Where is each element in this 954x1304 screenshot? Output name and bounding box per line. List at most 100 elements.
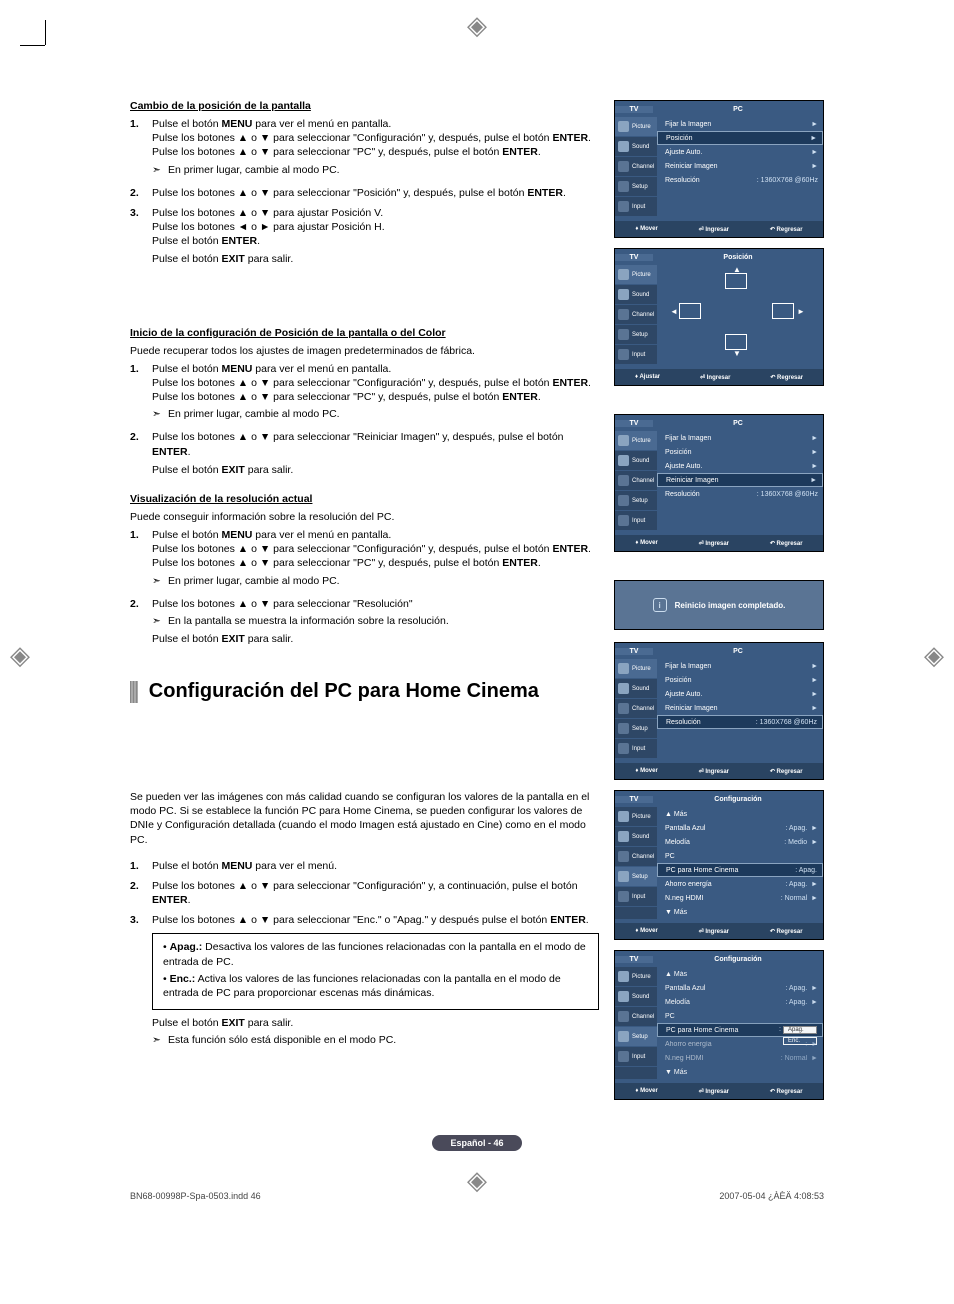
- osd-val: : Apag. ►: [785, 825, 818, 832]
- ordered-list: 1. Pulse el botón MENU para ver el menú …: [130, 117, 599, 271]
- registration-mark: ◈: [467, 10, 487, 41]
- ordered-list: 1. Pulse el botón MENU para ver el menú …: [130, 528, 599, 650]
- tab-icon: [618, 289, 629, 300]
- tab-icon: [618, 851, 629, 862]
- arrow-up-icon: ▲: [733, 265, 741, 274]
- section-title: Visualización de la resolución actual: [130, 493, 599, 505]
- osd-tab-input: Input: [615, 345, 657, 365]
- osd-row: N.neg HDMI: Normal ►: [657, 1051, 823, 1065]
- osd-tab-picture: Picture: [615, 807, 657, 827]
- osd-title: Configuración: [653, 796, 823, 803]
- osd-screenshot: TVPosición PictureSoundChannelSetupInput…: [614, 248, 824, 386]
- tab-label: Sound: [632, 686, 649, 692]
- osd-key: Fijar la Imagen: [665, 663, 811, 670]
- tab-label: Sound: [632, 292, 649, 298]
- osd-key: Resolución: [665, 177, 757, 184]
- osd-key: Fijar la Imagen: [665, 435, 811, 442]
- tab-icon: [618, 309, 629, 320]
- osd-val: : Normal ►: [781, 1055, 818, 1062]
- footer-hint: ↶ Regresar: [770, 768, 803, 775]
- osd-title: Configuración: [653, 956, 823, 963]
- step-number: 2.: [130, 430, 152, 481]
- tab-label: Setup: [632, 184, 648, 190]
- bullet-box: • Apag.: Desactiva los valores de las fu…: [152, 933, 599, 1010]
- osd-title: PC: [653, 420, 823, 427]
- osd-val: : Apag. ►: [785, 985, 818, 992]
- osd-tab-sound: Sound: [615, 137, 657, 157]
- osd-key: Ajuste Auto.: [665, 691, 811, 698]
- osd-title: Posición: [653, 254, 823, 261]
- note-icon: ➣: [152, 163, 168, 177]
- step-number: 3.: [130, 913, 152, 927]
- osd-val: ►: [811, 121, 818, 128]
- tab-icon: [618, 329, 629, 340]
- osd-tab-picture: Picture: [615, 659, 657, 679]
- tab-label: Setup: [632, 1034, 648, 1040]
- footer-hint: ♦ Mover: [635, 768, 657, 774]
- footer-hint: ⏎ Ingresar: [699, 226, 729, 233]
- osd-tab-sound: Sound: [615, 451, 657, 471]
- osd-val: : Apag. ►: [785, 999, 818, 1006]
- osd-row: N.neg HDMI: Normal ►: [657, 891, 823, 905]
- step-body: Pulse los botones ▲ o ▼ para ajustar Pos…: [152, 206, 599, 271]
- osd-main: Fijar la Imagen►Posición►Ajuste Auto.►Re…: [657, 117, 823, 217]
- tab-icon: [618, 435, 629, 446]
- osd-row: ▲ Más: [657, 967, 823, 981]
- osd-tab-sound: Sound: [615, 285, 657, 305]
- osd-tab-channel: Channel: [615, 699, 657, 719]
- osd-tab-setup: Setup: [615, 177, 657, 197]
- position-diagram: ▲ ◄ ► ▼: [657, 265, 823, 357]
- registration-mark: ◈: [10, 640, 30, 671]
- footer-hint: ⏎ Ingresar: [699, 768, 729, 775]
- osd-val: ►: [811, 705, 818, 712]
- osd-tab-input: Input: [615, 739, 657, 759]
- tab-icon: [618, 831, 629, 842]
- note-text: En primer lugar, cambie al modo PC.: [168, 407, 340, 421]
- osd-title: PC: [653, 106, 823, 113]
- osd-row: Ajuste Auto.►: [657, 459, 823, 473]
- osd-val: ►: [811, 449, 818, 456]
- osd-main: ▲ MásPantalla Azul: Apag. ►Melodía: Apag…: [657, 967, 823, 1079]
- step-body: Pulse los botones ▲ o ▼ para seleccionar…: [152, 597, 599, 651]
- osd-key: Melodía: [665, 839, 784, 846]
- osd-key: ▼ Más: [665, 1069, 818, 1076]
- note-icon: ➣: [152, 574, 168, 588]
- step-body: Pulse el botón MENU para ver el menú en …: [152, 117, 599, 180]
- osd-tab-channel: Channel: [615, 847, 657, 867]
- tab-icon: [618, 1011, 629, 1022]
- footer-hint: ⏎ Ingresar: [699, 928, 729, 935]
- tab-label: Sound: [632, 994, 649, 1000]
- osd-tab-channel: Channel: [615, 471, 657, 491]
- osd-val: : Apag. ►: [785, 881, 818, 888]
- tab-label: Channel: [632, 1014, 654, 1020]
- footer-hint: ♦ Mover: [635, 226, 657, 232]
- osd-tv-label: TV: [615, 106, 653, 113]
- tab-label: Setup: [632, 498, 648, 504]
- tab-icon: [618, 349, 629, 360]
- osd-key: Pantalla Azul: [665, 985, 785, 992]
- osd-row: Ahorro energía: Apag. ►: [657, 877, 823, 891]
- osd-key: PC para Home Cinema: [666, 867, 795, 874]
- tab-label: Input: [632, 894, 645, 900]
- osd-screenshot: TVConfiguración PictureSoundChannelSetup…: [614, 950, 824, 1100]
- tab-label: Input: [632, 352, 645, 358]
- ordered-list: 1. Pulse el botón MENU para ver el menú …: [130, 362, 599, 481]
- tab-icon: [618, 663, 629, 674]
- tab-icon: [618, 991, 629, 1002]
- osd-screenshot: TVConfiguración PictureSoundChannelSetup…: [614, 790, 824, 940]
- osd-tv-label: TV: [615, 648, 653, 655]
- step-body: Pulse los botones ▲ o ▼ para seleccionar…: [152, 430, 599, 481]
- osd-row: ▼ Más: [657, 905, 823, 919]
- osd-tab-channel: Channel: [615, 157, 657, 177]
- footer-hint: ↶ Regresar: [770, 374, 803, 381]
- osd-key: Reiniciar Imagen: [665, 163, 811, 170]
- osd-key: Reiniciar Imagen: [665, 705, 811, 712]
- osd-tab-input: Input: [615, 511, 657, 531]
- tab-icon: [618, 1031, 629, 1042]
- osd-key: Resolución: [665, 491, 757, 498]
- tab-label: Picture: [632, 272, 651, 278]
- footer-hint: ⏎ Ingresar: [699, 1088, 729, 1095]
- osd-footer: ♦ Mover ⏎ Ingresar ↶ Regresar: [615, 763, 823, 779]
- osd-tab-setup: Setup: [615, 491, 657, 511]
- step-number: 3.: [130, 206, 152, 271]
